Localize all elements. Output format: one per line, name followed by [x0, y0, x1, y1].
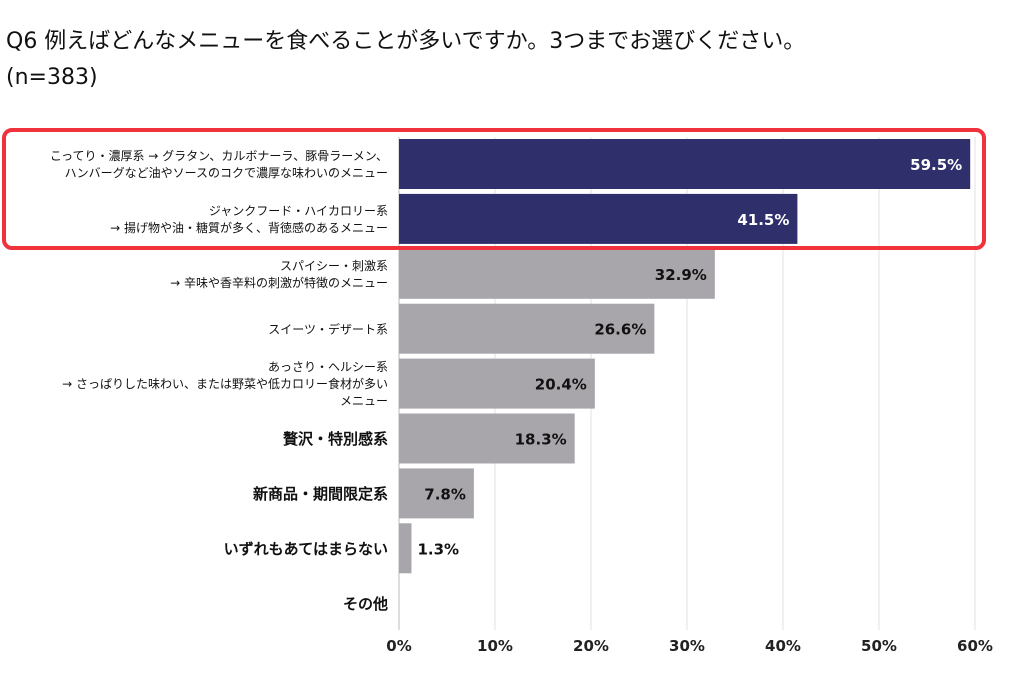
x-tick-label: 40%: [765, 637, 801, 655]
x-tick-label: 30%: [669, 637, 705, 655]
data-label: 59.5%: [910, 156, 962, 174]
chart-question: Q6 例えばどんなメニューを食べることが多いですか。3つまでお選びください。: [6, 29, 806, 54]
category-label: → 辛味や香辛料の刺激が特徴のメニュー: [170, 275, 388, 290]
x-tick-label: 50%: [861, 637, 897, 655]
bar: [399, 248, 715, 299]
bar: [399, 139, 971, 189]
data-label: 18.3%: [515, 431, 567, 449]
data-label: 20.4%: [535, 376, 587, 394]
data-label: 26.6%: [594, 321, 646, 339]
category-label: スパイシー・刺激系: [280, 259, 388, 273]
data-label: 41.5%: [737, 211, 789, 229]
bar: [399, 303, 655, 354]
category-label: 贅沢・特別感系: [283, 430, 388, 448]
bar: [399, 413, 575, 464]
category-label: → さっぱりした味わい、または野菜や低カロリー食材が多い: [62, 376, 388, 391]
category-label: → 揚げ物や油・糖質が多く、背徳感のあるメニュー: [110, 220, 388, 235]
x-tick-label: 20%: [573, 637, 609, 655]
category-label: ハンバーグなど油やソースのコクで濃厚な味わいのメニュー: [65, 166, 388, 180]
chart-sample-size: (n=383): [6, 65, 98, 90]
chart-title: Q6 例えばどんなメニューを食べることが多いですか。3つまでお選びください。 (…: [6, 24, 805, 96]
x-tick-label: 60%: [957, 637, 993, 655]
category-label: スイーツ・デザート系: [268, 321, 388, 336]
x-tick-label: 0%: [386, 637, 411, 655]
bar: [399, 193, 798, 244]
bar: [399, 358, 595, 409]
data-label: 1.3%: [417, 540, 459, 558]
category-label: いずれもあてはまらない: [224, 540, 388, 558]
category-label: あっさり・ヘルシー系: [268, 360, 388, 374]
category-label: 新商品・期間限定系: [253, 485, 388, 503]
bar: [399, 468, 474, 519]
category-label: こってり・濃厚系 → グラタン、カルボナーラ、豚骨ラーメン、: [50, 149, 388, 163]
data-label: 7.8%: [424, 485, 466, 503]
x-tick-label: 10%: [477, 637, 513, 655]
data-label: 32.9%: [655, 266, 707, 284]
bar: [399, 523, 412, 574]
category-label: メニュー: [340, 394, 388, 408]
category-label: ジャンクフード・ハイカロリー系: [209, 204, 388, 218]
category-label: その他: [343, 595, 388, 613]
